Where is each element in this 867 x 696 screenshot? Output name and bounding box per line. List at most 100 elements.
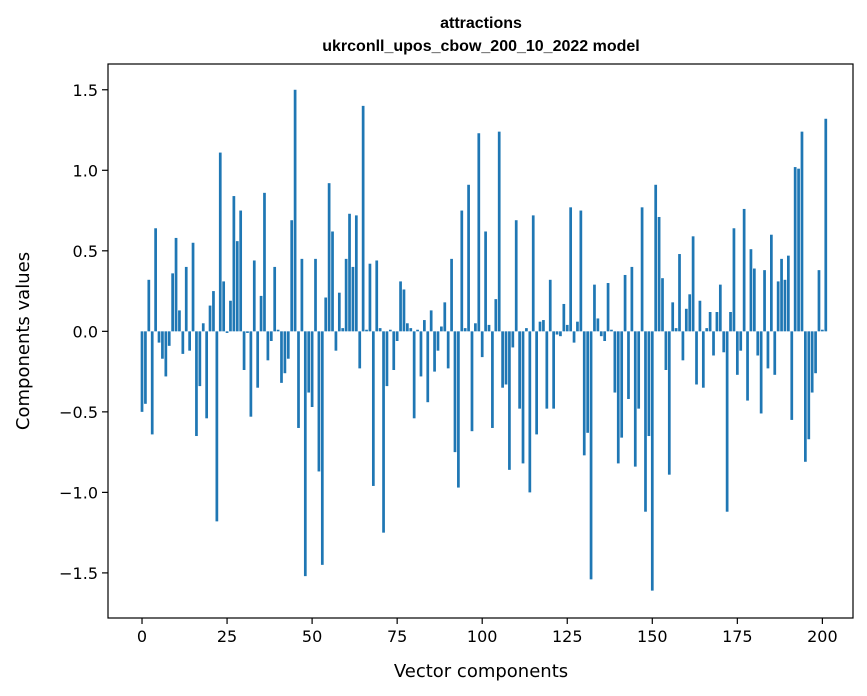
bar-component-139 [613,331,617,393]
x-tick-label: 125 [552,627,583,646]
bar-component-62 [351,266,355,332]
bar-component-145 [633,331,637,467]
bar-component-14 [188,331,191,351]
bar-component-48 [303,331,307,577]
chart-title-line1: attractions [440,15,522,32]
bar-component-147 [640,207,644,332]
bar-component-24 [222,281,226,332]
bar-component-173 [729,312,732,332]
bar-component-143 [627,331,630,399]
bar-component-104 [494,299,498,332]
bar-component-102 [487,324,491,332]
y-tick-label: 0.0 [73,322,98,341]
y-tick-label: −0.5 [59,403,98,422]
bar-component-6 [161,331,164,359]
bar-component-21 [212,291,215,332]
bar-component-127 [572,331,576,343]
bar-component-189 [783,279,787,332]
bar-component-164 [698,300,702,332]
bar-component-17 [198,331,202,387]
bar-component-156 [671,302,675,332]
bar-component-192 [793,167,797,332]
bar-component-42 [283,331,287,374]
bar-component-41 [280,331,283,383]
bar-component-187 [776,281,780,332]
x-tick-label: 200 [807,627,838,646]
bar-component-149 [647,331,651,437]
bar-component-99 [477,133,481,332]
bar-component-188 [780,258,783,332]
bar-component-87 [436,331,440,351]
bar-component-103 [491,331,494,428]
bar-component-8 [167,331,171,346]
bar-component-63 [354,215,358,332]
bar-component-121 [552,331,555,409]
y-tick-label: −1.5 [59,564,98,583]
bar-component-52 [317,331,321,472]
bar-component-137 [606,283,610,332]
x-tick-label: 150 [637,627,668,646]
y-tick-label: 1.0 [73,161,98,180]
bar-component-184 [766,331,770,369]
bar-component-15 [191,242,195,332]
bar-component-43 [286,331,290,359]
bar-component-54 [324,297,328,332]
bar-component-71 [382,331,385,533]
bar-component-18 [201,323,205,332]
bar-component-31 [246,331,249,333]
bar-component-190 [787,255,790,332]
bar-component-68 [371,331,375,486]
bar-component-35 [259,295,263,332]
bar-component-181 [756,331,760,356]
bar-component-161 [688,294,692,332]
bar-component-159 [681,331,685,361]
bar-component-70 [378,328,382,332]
bar-component-117 [538,321,542,332]
x-tick-label: 75 [387,627,407,646]
bar-component-186 [773,331,777,375]
bar-component-56 [331,231,334,332]
bar-component-183 [763,270,766,332]
bar-component-13 [184,266,188,332]
bar-component-165 [701,331,705,388]
bar-component-22 [215,331,219,522]
bar-component-84 [426,331,430,403]
bar-component-153 [661,278,664,332]
bar-component-28 [235,241,239,332]
bar-component-64 [358,331,362,369]
bar-component-78 [406,323,409,332]
bar-component-167 [708,312,712,332]
bar-component-134 [596,318,600,332]
bar-component-185 [770,234,773,332]
bar-component-5 [157,331,161,343]
x-axis-label: Vector components [394,661,568,682]
bar-component-107 [504,331,508,385]
bar-component-150 [650,331,654,591]
bar-component-89 [443,302,447,332]
bar-component-74 [392,331,396,370]
bar-component-0 [140,331,144,412]
bar-component-136 [603,331,607,341]
bar-component-170 [718,284,722,332]
bar-component-16 [195,331,198,437]
bar-component-100 [480,331,484,358]
bar-component-106 [501,331,504,388]
bar-component-47 [300,258,304,332]
bar-component-69 [375,260,379,332]
bar-component-4 [154,228,157,332]
bar-component-80 [412,331,416,419]
bar-component-33 [252,260,256,332]
bar-component-86 [433,331,436,372]
y-tick-label: −1.0 [59,483,98,502]
bar-component-32 [249,331,253,417]
bar-component-2 [147,279,151,332]
bar-component-120 [548,279,552,332]
bar-component-178 [746,331,749,401]
bar-component-55 [327,183,331,332]
bar-component-51 [314,258,317,332]
bar-component-177 [742,208,746,332]
bar-component-94 [460,210,464,332]
bar-component-30 [242,331,246,370]
bar-component-34 [256,331,260,388]
